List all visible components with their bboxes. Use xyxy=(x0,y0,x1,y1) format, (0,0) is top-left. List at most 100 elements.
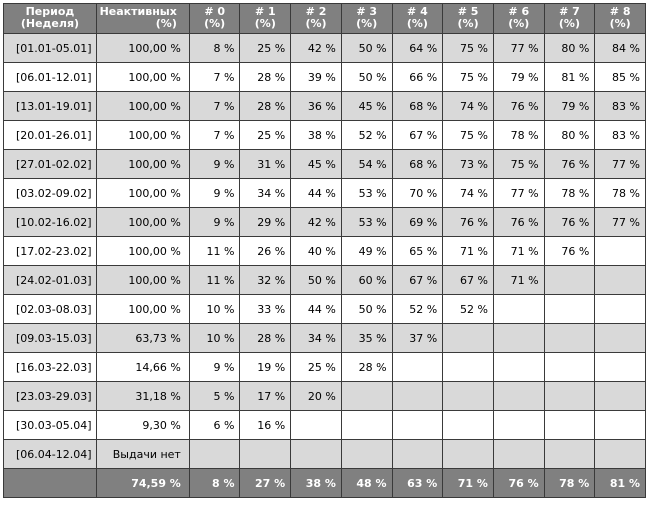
header-period-line2: (Неделя) xyxy=(20,17,80,30)
cohort-value-cell: 76 % xyxy=(543,236,596,266)
header-cohort-number: # 3 xyxy=(356,5,378,18)
cohort-value-cell: 84 % xyxy=(594,33,646,63)
cohort-value-cell: 76 % xyxy=(492,91,545,121)
cohort-value-cell: 73 % xyxy=(442,149,494,179)
cohort-value-cell: 35 % xyxy=(340,323,393,353)
totals-cell: 71 % xyxy=(442,468,494,498)
cohort-value-cell: 76 % xyxy=(543,149,596,179)
cohort-value-cell: 78 % xyxy=(492,120,545,150)
cohort-value-cell: 45 % xyxy=(340,91,393,121)
cohort-value-cell xyxy=(492,352,545,382)
cohort-value-cell: 79 % xyxy=(492,62,545,92)
cohort-value-cell xyxy=(543,410,596,440)
cohort-value-cell: 67 % xyxy=(391,265,444,295)
totals-cell: 38 % xyxy=(290,468,342,498)
cohort-value-cell: 66 % xyxy=(391,62,444,92)
cohort-value-cell: 20 % xyxy=(290,381,342,411)
period-cell: [10.02-16.02] xyxy=(3,207,97,237)
header-cohort-unit: (%) xyxy=(558,17,580,30)
inactive-cell: 100,00 % xyxy=(95,178,190,208)
cohort-value-cell: 80 % xyxy=(543,120,596,150)
inactive-cell: 100,00 % xyxy=(95,91,190,121)
cohort-value-cell: 68 % xyxy=(391,149,444,179)
inactive-cell: 100,00 % xyxy=(95,120,190,150)
cohort-value-cell: 80 % xyxy=(543,33,596,63)
cohort-value-cell xyxy=(442,410,494,440)
table-row: [02.03-08.03] 100,00 % 10 % 33 % 44 % 50 % 52 … xyxy=(3,294,646,324)
header-cohort-number: # 5 xyxy=(457,5,479,18)
cohort-value-cell: 31 % xyxy=(239,149,292,179)
header-cohort-5: # 5 (%) xyxy=(442,3,494,34)
cohort-value-cell: 52 % xyxy=(391,294,444,324)
totals-row: 74,59 % 8 % 27 % 38 % 48 % 63 % 71 % 76 … xyxy=(3,468,646,498)
cohort-value-cell xyxy=(492,439,545,469)
period-cell: [01.01-05.01] xyxy=(3,33,97,63)
cohort-value-cell: 53 % xyxy=(340,207,393,237)
cohort-value-cell: 11 % xyxy=(188,236,241,266)
table-row: [20.01-26.01] 100,00 % 7 % 25 % 38 % 52 % 67 %… xyxy=(3,120,646,150)
cohort-value-cell: 50 % xyxy=(340,33,393,63)
cohort-value-cell: 76 % xyxy=(543,207,596,237)
cohort-value-cell: 53 % xyxy=(340,178,393,208)
cohort-value-cell: 75 % xyxy=(442,120,494,150)
header-cohort-unit: (%) xyxy=(305,17,327,30)
inactive-cell: 100,00 % xyxy=(95,33,190,63)
cohort-value-cell: 44 % xyxy=(290,178,342,208)
cohort-value-cell: 42 % xyxy=(290,33,342,63)
table-row: [30.03-05.04] 9,30 % 6 % 16 % xyxy=(3,410,646,440)
cohort-value-cell xyxy=(543,439,596,469)
cohort-value-cell xyxy=(391,439,444,469)
table-row: [16.03-22.03] 14,66 % 9 % 19 % 25 % 28 % xyxy=(3,352,646,382)
cohort-value-cell: 68 % xyxy=(391,91,444,121)
header-cohort-1: # 1 (%) xyxy=(239,3,292,34)
header-inactive-line2: (%) xyxy=(155,17,177,30)
cohort-value-cell: 52 % xyxy=(442,294,494,324)
cohort-value-cell: 33 % xyxy=(239,294,292,324)
totals-cell: 76 % xyxy=(492,468,545,498)
cohort-value-cell xyxy=(442,439,494,469)
cohort-value-cell: 26 % xyxy=(239,236,292,266)
cohort-value-cell: 28 % xyxy=(239,62,292,92)
inactive-cell: 100,00 % xyxy=(95,294,190,324)
period-cell: [27.01-02.02] xyxy=(3,149,97,179)
cohort-value-cell: 8 % xyxy=(188,33,241,63)
cohort-value-cell xyxy=(594,381,646,411)
period-cell: [06.01-12.01] xyxy=(3,62,97,92)
cohort-value-cell xyxy=(594,439,646,469)
cohort-value-cell xyxy=(290,439,342,469)
period-cell: [02.03-08.03] xyxy=(3,294,97,324)
cohort-value-cell xyxy=(594,236,646,266)
cohort-value-cell: 77 % xyxy=(492,33,545,63)
cohort-value-cell: 81 % xyxy=(543,62,596,92)
cohort-value-cell: 7 % xyxy=(188,120,241,150)
cohort-value-cell: 77 % xyxy=(594,149,646,179)
cohort-value-cell xyxy=(594,352,646,382)
totals-cell: 81 % xyxy=(594,468,646,498)
cohort-value-cell xyxy=(492,381,545,411)
cohort-value-cell: 75 % xyxy=(442,33,494,63)
cohort-value-cell: 76 % xyxy=(442,207,494,237)
totals-inactive-cell: 74,59 % xyxy=(95,468,190,498)
header-cohort-unit: (%) xyxy=(254,17,276,30)
cohort-value-cell: 76 % xyxy=(492,207,545,237)
header-cohort-2: # 2 (%) xyxy=(290,3,342,34)
period-cell: [06.04-12.04] xyxy=(3,439,97,469)
cohort-value-cell: 77 % xyxy=(492,178,545,208)
cohort-value-cell: 71 % xyxy=(492,236,545,266)
cohort-value-cell: 54 % xyxy=(340,149,393,179)
period-cell: [09.03-15.03] xyxy=(3,323,97,353)
cohort-value-cell: 37 % xyxy=(391,323,444,353)
cohort-value-cell: 50 % xyxy=(340,294,393,324)
cohort-value-cell: 16 % xyxy=(239,410,292,440)
cohort-value-cell xyxy=(492,410,545,440)
cohort-value-cell: 60 % xyxy=(340,265,393,295)
header-cohort-number: # 8 xyxy=(609,5,631,18)
cohort-value-cell: 9 % xyxy=(188,178,241,208)
cohort-value-cell xyxy=(543,352,596,382)
table-row: [24.02-01.03] 100,00 % 11 % 32 % 50 % 60 % 67 … xyxy=(3,265,646,295)
cohort-value-cell: 64 % xyxy=(391,33,444,63)
header-cohort-number: # 6 xyxy=(508,5,530,18)
cohort-value-cell: 25 % xyxy=(239,33,292,63)
table-row: [27.01-02.02] 100,00 % 9 % 31 % 45 % 54 % 68 %… xyxy=(3,149,646,179)
totals-cell: 27 % xyxy=(239,468,292,498)
